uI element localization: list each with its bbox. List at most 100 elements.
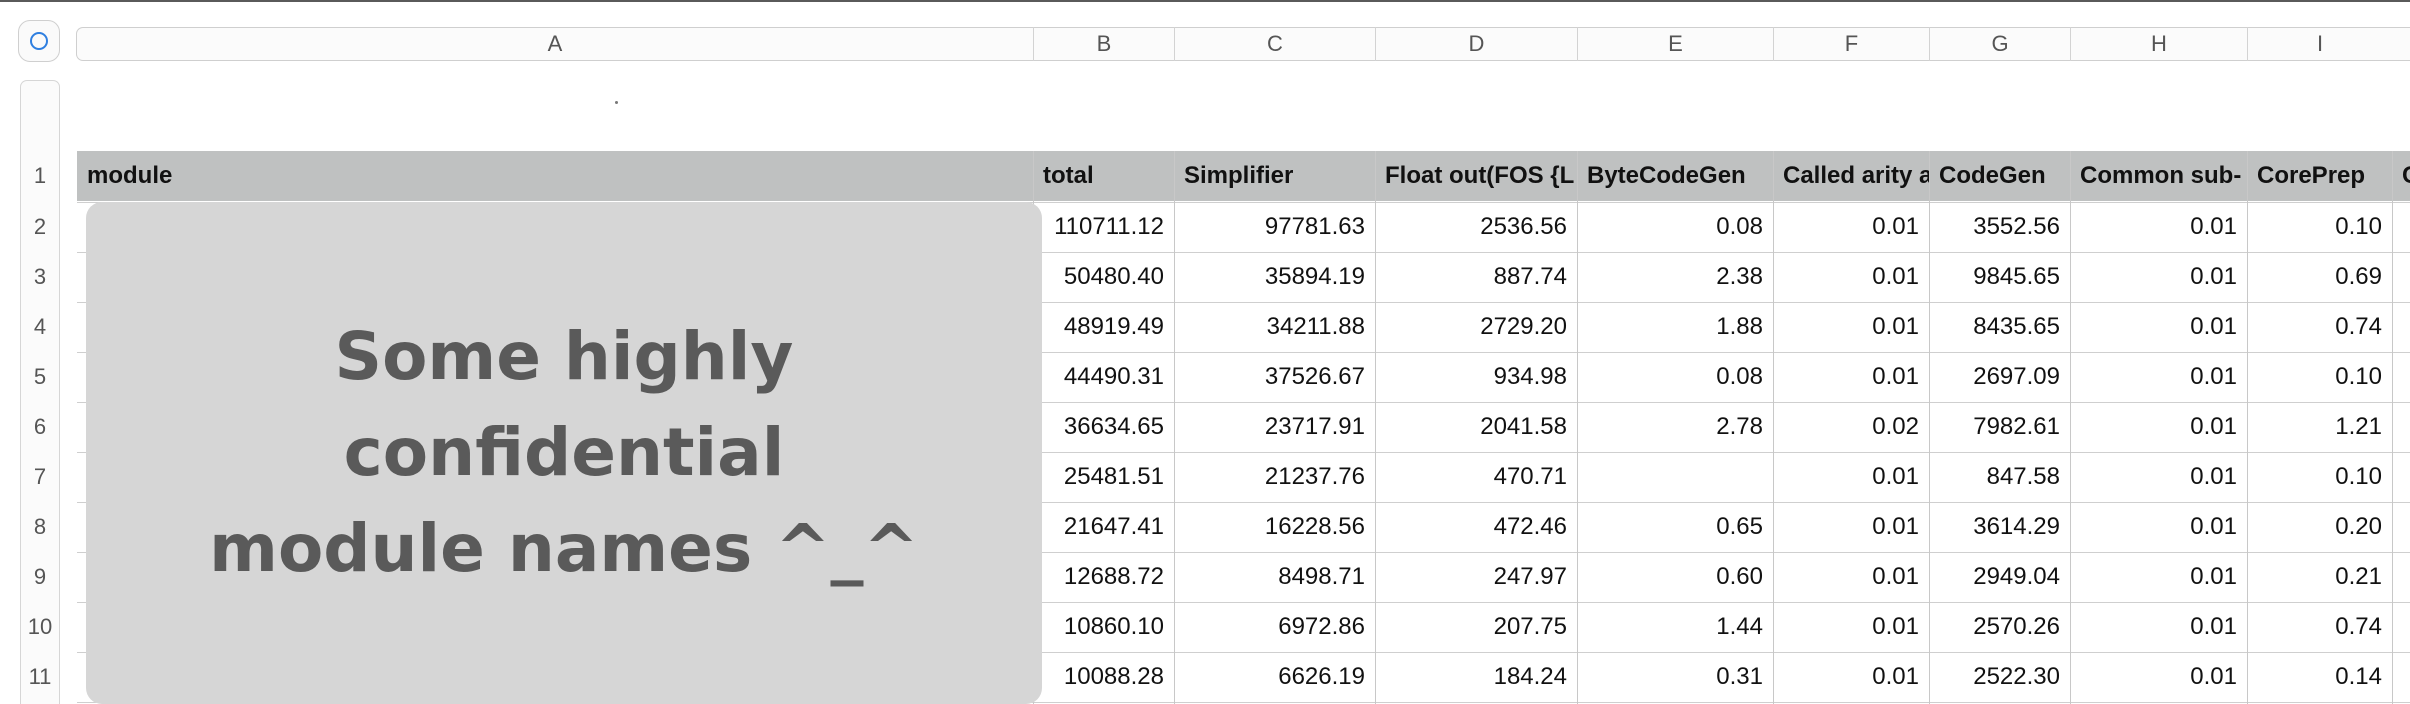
table-cell[interactable]: 1.21: [2335, 413, 2382, 440]
column-header-d[interactable]: D: [1375, 27, 1577, 61]
table-cell[interactable]: 0.74: [2335, 613, 2382, 640]
table-cell[interactable]: 0.01: [2190, 663, 2237, 690]
header-cell[interactable]: Simplifier: [1184, 162, 1294, 189]
table-cell[interactable]: 0.01: [1872, 563, 1919, 590]
table-cell[interactable]: 887.74: [1493, 263, 1567, 290]
table-cell[interactable]: 184.24: [1493, 663, 1567, 690]
column-header-b[interactable]: B: [1033, 27, 1174, 61]
table-cell[interactable]: 10860.10: [1063, 613, 1164, 640]
table-cell[interactable]: 0.01: [1872, 213, 1919, 240]
table-cell[interactable]: 0.14: [2335, 663, 2382, 690]
row-number-4[interactable]: 4: [33, 314, 47, 339]
header-cell[interactable]: CorePrep: [2257, 162, 2366, 189]
table-cell[interactable]: 2536.56: [1480, 213, 1567, 240]
table-cell[interactable]: 2522.30: [1973, 663, 2060, 690]
header-cell[interactable]: Called arity a: [1783, 162, 1929, 189]
table-cell[interactable]: 0.08: [1716, 213, 1763, 240]
column-header-e[interactable]: E: [1577, 27, 1773, 61]
table-cell[interactable]: 0.10: [2335, 463, 2382, 490]
table-cell[interactable]: 6972.86: [1278, 613, 1365, 640]
table-cell[interactable]: 0.60: [1716, 563, 1763, 590]
row-number-5[interactable]: 5: [33, 364, 47, 389]
table-cell[interactable]: 1.44: [1716, 613, 1763, 640]
table-cell[interactable]: 0.20: [2335, 513, 2382, 540]
table-cell[interactable]: 97781.63: [1264, 213, 1365, 240]
table-cell[interactable]: 0.01: [2190, 213, 2237, 240]
table-cell[interactable]: 35894.19: [1264, 263, 1365, 290]
header-cell[interactable]: module: [87, 162, 173, 189]
table-cell[interactable]: 0.01: [2190, 363, 2237, 390]
row-number-6[interactable]: 6: [33, 414, 47, 439]
row-number-7[interactable]: 7: [33, 464, 47, 489]
table-cell[interactable]: 0.01: [2190, 613, 2237, 640]
table-cell[interactable]: 0.21: [2335, 563, 2382, 590]
table-cell[interactable]: 0.01: [2190, 263, 2237, 290]
row-number-2[interactable]: 2: [33, 214, 47, 239]
row-number-9[interactable]: 9: [33, 564, 47, 589]
table-cell[interactable]: 0.01: [2190, 563, 2237, 590]
table-cell[interactable]: 44490.31: [1063, 363, 1164, 390]
header-cell[interactable]: ByteCodeGen: [1587, 162, 1746, 189]
table-cell[interactable]: 470.71: [1493, 463, 1567, 490]
table-cell[interactable]: 2570.26: [1973, 613, 2060, 640]
table-cell[interactable]: 247.97: [1493, 563, 1567, 590]
table-cell[interactable]: 0.01: [1872, 513, 1919, 540]
header-cell[interactable]: C: [2392, 151, 2410, 201]
table-cell[interactable]: 0.01: [2190, 463, 2237, 490]
table-cell[interactable]: 0.10: [2335, 363, 2382, 390]
table-cell[interactable]: 0.74: [2335, 313, 2382, 340]
table-cell[interactable]: 0.01: [1872, 263, 1919, 290]
table-cell[interactable]: 2949.04: [1973, 563, 2060, 590]
table-cell[interactable]: 0.01: [1872, 313, 1919, 340]
table-cell[interactable]: 8498.71: [1278, 563, 1365, 590]
table-cell[interactable]: 23717.91: [1264, 413, 1365, 440]
table-cell[interactable]: 0.01: [2190, 413, 2237, 440]
table-cell[interactable]: 6626.19: [1278, 663, 1365, 690]
table-cell[interactable]: 12688.72: [1063, 563, 1164, 590]
table-cell[interactable]: 48919.49: [1063, 313, 1164, 340]
table-cell[interactable]: 36634.65: [1063, 413, 1164, 440]
column-header-f[interactable]: F: [1773, 27, 1929, 61]
table-cell[interactable]: 934.98: [1493, 363, 1567, 390]
table-cell[interactable]: 34211.88: [1266, 313, 1365, 340]
table-cell[interactable]: 0.01: [1872, 463, 1919, 490]
column-header-i[interactable]: I: [2247, 27, 2392, 61]
table-cell[interactable]: 207.75: [1493, 613, 1567, 640]
table-cell[interactable]: 8435.65: [1973, 313, 2060, 340]
table-cell[interactable]: 37526.67: [1264, 363, 1365, 390]
table-cell[interactable]: 0.69: [2335, 263, 2382, 290]
header-cell[interactable]: Common sub-: [2080, 162, 2242, 189]
header-cell[interactable]: Float out(FOS {L: [1385, 162, 1575, 189]
column-header-a[interactable]: A: [547, 31, 563, 56]
table-cell[interactable]: 10088.28: [1063, 663, 1164, 690]
table-cell[interactable]: 0.10: [2335, 213, 2382, 240]
table-cell[interactable]: 110711.12: [1054, 213, 1164, 240]
table-cell[interactable]: 7982.61: [1973, 413, 2060, 440]
table-cell[interactable]: 25481.51: [1063, 463, 1164, 490]
table-cell[interactable]: 0.01: [2190, 513, 2237, 540]
table-cell[interactable]: 21237.76: [1264, 463, 1365, 490]
header-cell[interactable]: CodeGen: [1939, 162, 2046, 189]
table-cell[interactable]: 2.78: [1716, 413, 1763, 440]
row-number-10[interactable]: 10: [27, 614, 53, 639]
column-header-g[interactable]: G: [1929, 27, 2070, 61]
table-cell[interactable]: 50480.40: [1063, 263, 1164, 290]
table-cell[interactable]: 0.31: [1716, 663, 1763, 690]
table-cell[interactable]: 3552.56: [1973, 213, 2060, 240]
table-cell[interactable]: 0.01: [1872, 663, 1919, 690]
table-cell[interactable]: 1.88: [1716, 313, 1763, 340]
table-cell[interactable]: 0.01: [1872, 363, 1919, 390]
row-number-1[interactable]: 1: [33, 163, 47, 188]
row-number-8[interactable]: 8: [33, 514, 47, 539]
table-cell[interactable]: 2.38: [1716, 263, 1763, 290]
table-cell[interactable]: 0.08: [1716, 363, 1763, 390]
table-cell[interactable]: [1577, 452, 1773, 502]
table-cell[interactable]: 0.02: [1872, 413, 1919, 440]
table-cell[interactable]: 2729.20: [1480, 313, 1567, 340]
table-cell[interactable]: 0.01: [1872, 613, 1919, 640]
table-cell[interactable]: 472.46: [1493, 513, 1567, 540]
column-header-h[interactable]: H: [2070, 27, 2247, 61]
table-cell[interactable]: 0.01: [2190, 313, 2237, 340]
row-number-11[interactable]: 11: [28, 664, 52, 689]
table-cell[interactable]: 0.65: [1716, 513, 1763, 540]
